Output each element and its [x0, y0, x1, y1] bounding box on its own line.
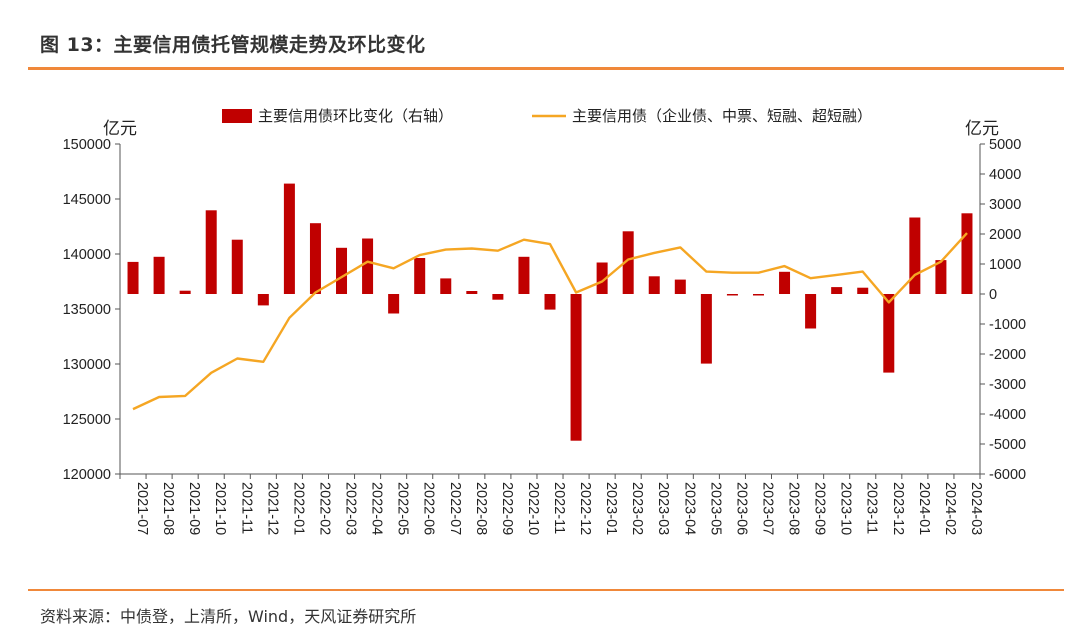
bar	[362, 238, 374, 294]
x-axis-tick-label: 2023-04	[681, 482, 697, 535]
x-axis-tick-label: 2022-12	[577, 482, 593, 535]
x-axis-tick-label: 2023-12	[890, 482, 906, 535]
x-axis-tick-label: 2022-05	[395, 482, 411, 535]
bar	[700, 294, 712, 364]
right-axis-tick-label: -4000	[989, 407, 1026, 423]
right-axis-tick-label: -5000	[989, 437, 1026, 453]
bar	[622, 231, 634, 294]
source-note: 资料来源：中债登，上清所，Wind，天风证券研究所	[40, 607, 417, 626]
right-axis-tick-label: 5000	[989, 137, 1021, 153]
bar	[883, 294, 895, 373]
x-axis-tick-label: 2022-02	[316, 482, 332, 535]
x-axis-tick-label: 2021-10	[212, 482, 228, 535]
legend-bar-swatch	[222, 109, 252, 123]
bar	[283, 183, 295, 294]
right-axis-tick-label: 4000	[989, 167, 1021, 183]
left-axis-tick-label: 125000	[63, 412, 111, 428]
x-axis-tick-label: 2021-07	[134, 482, 150, 535]
bar	[935, 260, 947, 294]
bar	[857, 287, 869, 294]
x-axis-tick-label: 2023-09	[812, 482, 828, 535]
x-axis-tick-label: 2023-01	[603, 482, 619, 535]
bar	[309, 223, 321, 294]
bar	[648, 276, 660, 294]
x-axis-tick-label: 2024-02	[942, 482, 958, 535]
bar	[414, 258, 426, 294]
x-axis-tick-label: 2022-01	[290, 482, 306, 535]
x-axis-tick-label: 2022-10	[525, 482, 541, 535]
bar	[596, 262, 608, 294]
left-axis-tick-label: 130000	[63, 357, 111, 373]
x-axis-tick-label: 2022-08	[473, 482, 489, 535]
right-axis-unit-label: 亿元	[965, 119, 999, 138]
right-axis-tick-label: 2000	[989, 227, 1021, 243]
x-axis-tick-label: 2022-07	[447, 482, 463, 535]
left-axis-tick-label: 120000	[63, 467, 111, 483]
right-axis-tick-label: -2000	[989, 347, 1026, 363]
x-axis-tick-label: 2022-04	[369, 482, 385, 535]
left-axis-tick-label: 145000	[63, 192, 111, 208]
bar	[570, 294, 582, 441]
right-axis-tick-label: -3000	[989, 377, 1026, 393]
legend-line-label: 主要信用债（企业债、中票、短融、超短融）	[572, 107, 872, 125]
x-axis-tick-label: 2023-05	[707, 482, 723, 535]
footer-rule	[28, 589, 1064, 591]
bar	[726, 294, 738, 296]
x-axis-tick-label: 2022-03	[343, 482, 359, 535]
bar	[127, 261, 139, 294]
right-axis-tick-label: -1000	[989, 317, 1026, 333]
right-axis-tick-label: -6000	[989, 467, 1026, 483]
bar	[205, 210, 217, 294]
right-axis-tick-label: 1000	[989, 257, 1021, 273]
x-axis-tick-label: 2023-07	[759, 482, 775, 535]
bar	[909, 217, 921, 294]
bar	[752, 294, 764, 296]
bar	[831, 287, 843, 294]
figure-title: 图 13：主要信用债托管规模走势及环比变化	[40, 34, 426, 56]
x-axis-tick-label: 2021-11	[238, 482, 254, 534]
bar	[779, 271, 791, 294]
x-axis-tick-label: 2021-12	[264, 482, 280, 535]
x-axis-tick-label: 2022-11	[551, 482, 567, 534]
bar	[674, 279, 686, 294]
left-axis-tick-label: 135000	[63, 302, 111, 318]
x-axis-tick-label: 2023-08	[786, 482, 802, 535]
bar	[388, 294, 400, 314]
x-axis-tick-label: 2023-11	[864, 482, 880, 534]
bar	[544, 294, 556, 310]
chart: 150000 145000 140000 135000 130000 125000 1200…	[63, 107, 1026, 535]
right-axis-tick-label: 3000	[989, 197, 1021, 213]
legend-bar-label: 主要信用债环比变化（右轴）	[258, 108, 453, 125]
bar	[336, 247, 348, 294]
bar	[440, 278, 452, 294]
bar	[257, 294, 269, 306]
bar	[961, 213, 973, 294]
x-axis-tick-label: 2022-09	[499, 482, 515, 535]
x-axis-tick-label: 2023-10	[838, 482, 854, 535]
bar	[153, 256, 165, 294]
header-rule	[28, 67, 1064, 70]
x-axis-tick-label: 2023-06	[733, 482, 749, 535]
bar	[492, 294, 504, 300]
bar	[518, 256, 530, 294]
bar	[805, 294, 817, 329]
x-axis-tick-label: 2024-03	[968, 482, 984, 535]
bar	[466, 291, 478, 294]
x-axis-tick-label: 2024-01	[916, 482, 932, 535]
x-axis-tick-label: 2022-06	[421, 482, 437, 535]
bar	[179, 290, 191, 294]
x-axis-tick-label: 2021-08	[160, 482, 176, 535]
bar	[231, 239, 243, 294]
left-axis-tick-label: 140000	[63, 247, 111, 263]
x-axis-tick-label: 2023-03	[655, 482, 671, 535]
x-axis-tick-label: 2021-09	[186, 482, 202, 535]
line-series-credit-bonds	[132, 232, 968, 411]
left-axis-tick-label: 150000	[63, 137, 111, 153]
right-axis-tick-label: 0	[989, 287, 997, 303]
left-axis-unit-label: 亿元	[103, 119, 137, 138]
x-axis-tick-label: 2023-02	[629, 482, 645, 535]
